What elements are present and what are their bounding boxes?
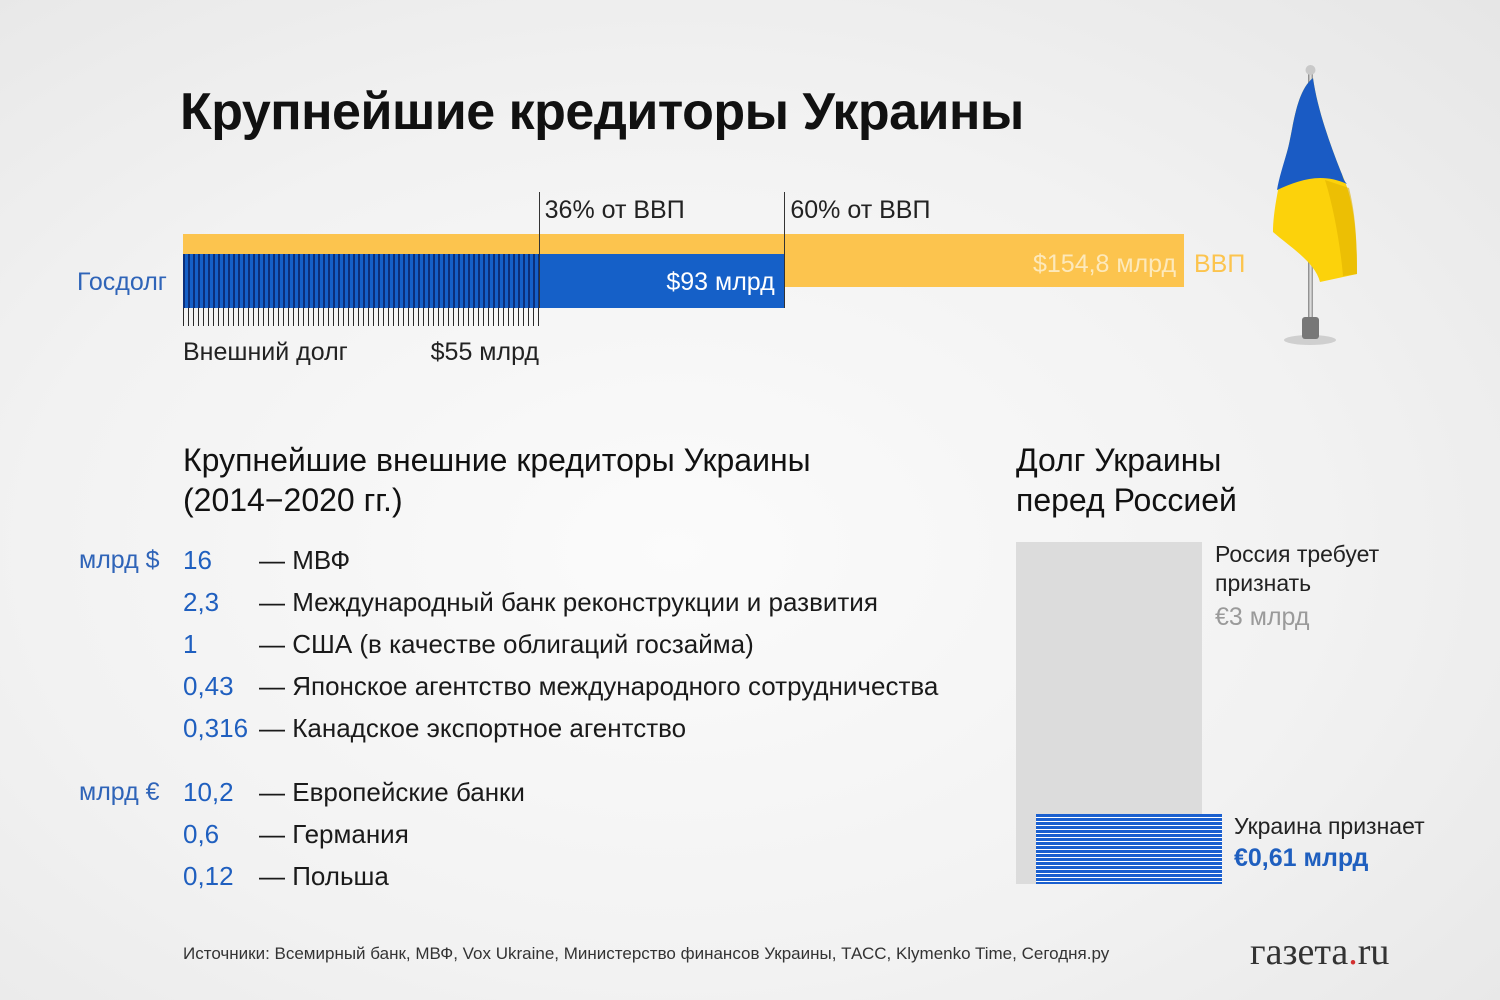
creditor-row: 0,12 — Польша	[183, 858, 389, 894]
creditor-row: 16 — МВФ	[183, 542, 350, 578]
external-debt-ticks	[183, 308, 539, 326]
creditor-value: 1	[183, 628, 198, 659]
russia-claim-label: Россия требует признать	[1215, 540, 1379, 598]
creditor-name: — МВФ	[259, 544, 351, 575]
creditor-row: 2,3 — Международный банк реконструкции и…	[183, 584, 878, 620]
unit-eur: млрд €	[79, 778, 160, 806]
public-debt-value: $93 млрд	[666, 268, 775, 296]
creditor-name: — Германия	[259, 818, 409, 849]
creditor-name: — Международный банк реконструкции и раз…	[259, 586, 878, 617]
creditor-row: 0,43 — Японское агентство международного…	[183, 668, 938, 704]
reference-label-60: 60% от ВВП	[790, 196, 931, 224]
creditor-value: 2,3	[183, 586, 220, 617]
creditor-value: 16	[183, 544, 212, 575]
logo-main: газета	[1250, 931, 1349, 973]
ukraine-admits-value: €0,61 млрд	[1234, 844, 1369, 872]
creditor-row: 10,2 — Европейские банки	[183, 774, 525, 810]
creditor-name: — Европейские банки	[259, 776, 525, 807]
creditor-value: 10,2	[183, 776, 234, 807]
ukraine-flag-icon	[1273, 65, 1357, 345]
russia-claim-label-line1: Россия требует	[1215, 541, 1380, 567]
creditor-row: 0,6 — Германия	[183, 816, 409, 852]
logo-dot: .	[1348, 931, 1358, 973]
creditor-name: — Польша	[259, 860, 389, 891]
russia-debt-title-line1: Долг Украины	[1016, 442, 1222, 478]
russia-claim-label-line2: признать	[1215, 570, 1312, 596]
external-debt-bar	[183, 254, 539, 308]
russia-claim-value: €3 млрд	[1215, 603, 1310, 631]
gdp-name: ВВП	[1194, 250, 1246, 278]
creditor-value: 0,12	[183, 860, 234, 891]
gosdolg-label: Госдолг	[77, 268, 167, 296]
creditor-row: 0,316 — Канадское экспортное агентство	[183, 710, 686, 746]
creditor-row: 1 — США (в качестве облигаций госзайма)	[183, 626, 754, 662]
gazeta-logo: газета.ru	[1250, 930, 1389, 974]
creditors-title-line2: (2014−2020 гг.)	[183, 482, 403, 518]
creditors-title-line1: Крупнейшие внешние кредиторы Украины	[183, 442, 811, 478]
creditor-value: 0,316	[183, 712, 249, 743]
gdp-value: $154,8 млрд	[1033, 250, 1177, 278]
creditor-name: — Японское агентство международного сотр…	[259, 670, 939, 701]
ukraine-admits-label: Украина признает	[1234, 813, 1425, 839]
russia-debt-title-line2: перед Россией	[1016, 482, 1237, 518]
creditor-name: — США (в качестве облигаций госзайма)	[259, 628, 754, 659]
sources-note: Источники: Всемирный банк, МВФ, Vox Ukra…	[183, 944, 1110, 963]
creditor-value: 0,6	[183, 818, 220, 849]
reference-line-60	[784, 192, 786, 308]
page-title: Крупнейшие кредиторы Украины	[180, 83, 1024, 141]
creditor-name: — Канадское экспортное агентство	[259, 712, 687, 743]
reference-line-36	[538, 192, 540, 308]
creditor-value: 0,43	[183, 670, 234, 701]
ukraine-admits-bar	[1036, 814, 1222, 884]
logo-suffix: ru	[1357, 931, 1390, 973]
external-debt-name: Внешний долг	[183, 338, 348, 366]
unit-usd: млрд $	[79, 546, 160, 574]
reference-label-36: 36% от ВВП	[544, 196, 685, 224]
russia-debt-title: Долг Украины перед Россией	[1016, 440, 1237, 520]
external-debt-value: $55 млрд	[430, 338, 539, 366]
creditors-title: Крупнейшие внешние кредиторы Украины (20…	[183, 440, 811, 520]
